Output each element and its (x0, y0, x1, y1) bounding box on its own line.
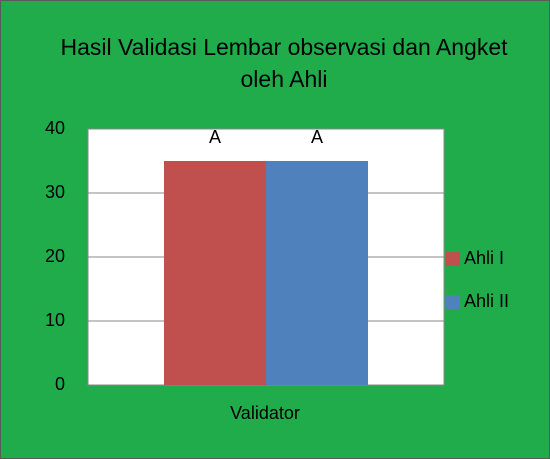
y-tick-label: 10 (45, 310, 65, 330)
y-tick-label: 0 (55, 374, 65, 394)
chart-title: Hasil Validasi Lembar observasi dan Angk… (60, 34, 508, 92)
data-label: A (209, 127, 221, 147)
y-tick-label: 40 (45, 118, 65, 138)
y-tick-label: 20 (45, 246, 65, 266)
legend-swatch (446, 252, 460, 266)
legend-swatch (446, 295, 460, 309)
bar (164, 161, 266, 385)
y-tick-label: 30 (45, 182, 65, 202)
legend-label: Ahli I (464, 248, 504, 268)
data-label: A (311, 127, 323, 147)
x-tick-label: Validator (230, 403, 300, 423)
bar (266, 161, 368, 385)
legend-label: Ahli II (464, 291, 509, 311)
